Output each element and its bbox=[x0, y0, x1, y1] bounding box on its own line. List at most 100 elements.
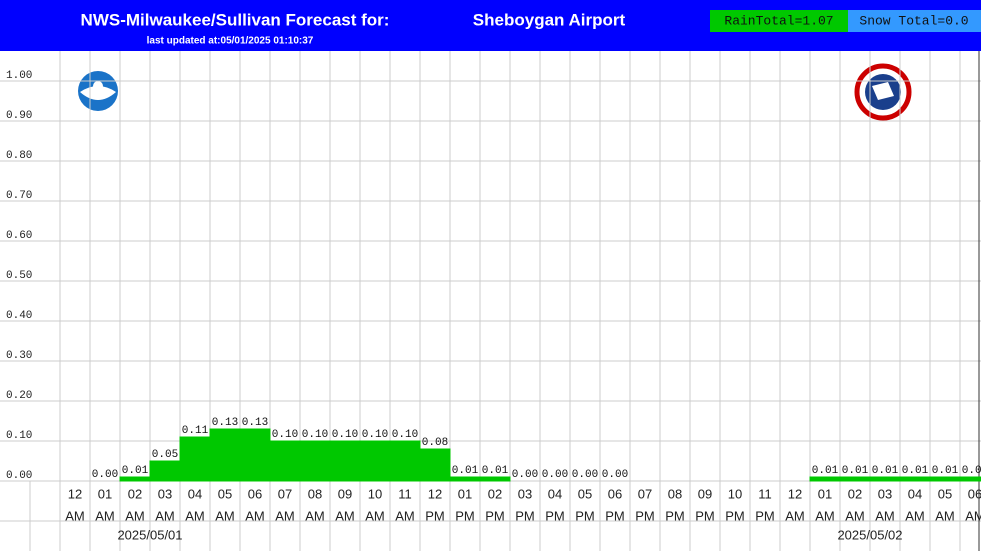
rain-box bbox=[710, 10, 848, 32]
x-tick-label: 04 bbox=[908, 486, 922, 501]
x-period-label: PM bbox=[515, 508, 535, 523]
x-period-label: PM bbox=[605, 508, 625, 523]
value-label: 0.13 bbox=[212, 417, 238, 429]
x-period-label: AM bbox=[905, 508, 925, 523]
x-tick-label: 02 bbox=[488, 486, 502, 501]
value-label: 0.01 bbox=[482, 465, 509, 477]
bar bbox=[299, 440, 331, 482]
x-tick-label: 08 bbox=[308, 486, 322, 501]
value-label: 0.05 bbox=[152, 449, 178, 461]
y-tick-label: 0.50 bbox=[6, 270, 32, 282]
value-label: 0.01 bbox=[842, 465, 869, 477]
bar bbox=[149, 460, 181, 482]
x-tick-label: 12 bbox=[788, 486, 802, 501]
value-label: 0.11 bbox=[182, 425, 209, 437]
x-period-label: AM bbox=[875, 508, 895, 523]
x-tick-label: 05 bbox=[578, 486, 592, 501]
x-tick-label: 09 bbox=[338, 486, 352, 501]
bar bbox=[869, 476, 901, 482]
x-period-label: AM bbox=[785, 508, 805, 523]
x-period-label: AM bbox=[95, 508, 115, 523]
x-period-label: AM bbox=[275, 508, 295, 523]
x-period-label: PM bbox=[485, 508, 505, 523]
bar bbox=[209, 428, 241, 482]
x-period-label: PM bbox=[575, 508, 595, 523]
x-tick-label: 05 bbox=[218, 486, 232, 501]
value-label: 0.10 bbox=[332, 429, 358, 441]
y-tick-label: 0.30 bbox=[6, 350, 32, 362]
y-tick-label: 0.10 bbox=[6, 430, 32, 442]
x-period-label: AM bbox=[935, 508, 955, 523]
bar bbox=[269, 440, 301, 482]
date-label: 2025/05/01 bbox=[117, 527, 182, 542]
x-tick-label: 10 bbox=[368, 486, 382, 501]
bar bbox=[809, 476, 841, 482]
value-label: 0.10 bbox=[392, 429, 418, 441]
snow-box bbox=[848, 10, 981, 32]
x-period-label: AM bbox=[845, 508, 865, 523]
x-tick-label: 08 bbox=[668, 486, 682, 501]
x-tick-label: 03 bbox=[518, 486, 532, 501]
value-label: 0.10 bbox=[272, 429, 298, 441]
value-label: 0.01 bbox=[932, 465, 959, 477]
x-period-label: AM bbox=[155, 508, 175, 523]
x-tick-label: 07 bbox=[638, 486, 652, 501]
x-tick-label: 12 bbox=[68, 486, 82, 501]
bar bbox=[119, 476, 151, 482]
x-period-label: PM bbox=[425, 508, 445, 523]
location: Sheboygan Airport bbox=[473, 10, 626, 29]
x-tick-label: 12 bbox=[428, 486, 442, 501]
x-tick-label: 11 bbox=[398, 486, 412, 501]
x-period-label: AM bbox=[185, 508, 205, 523]
x-period-label: AM bbox=[215, 508, 235, 523]
x-period-label: AM bbox=[965, 508, 981, 523]
y-tick-label: 0.80 bbox=[6, 150, 32, 162]
bar bbox=[389, 440, 421, 482]
x-period-label: AM bbox=[125, 508, 145, 523]
snow-total: Snow Total=0.0 bbox=[859, 13, 968, 28]
x-period-label: AM bbox=[815, 508, 835, 523]
y-tick-label: 0.20 bbox=[6, 390, 32, 402]
chart-title: NWS-Milwaukee/Sullivan Forecast for: bbox=[81, 10, 390, 29]
noaa-logo bbox=[78, 71, 118, 111]
x-tick-label: 10 bbox=[728, 486, 742, 501]
y-tick-label: 0.00 bbox=[6, 470, 32, 482]
value-label: 0.13 bbox=[242, 417, 268, 429]
x-tick-label: 11 bbox=[758, 486, 772, 501]
bar bbox=[899, 476, 931, 482]
x-period-label: PM bbox=[725, 508, 745, 523]
x-tick-label: 03 bbox=[158, 486, 172, 501]
x-period-label: AM bbox=[335, 508, 355, 523]
x-tick-label: 01 bbox=[458, 486, 472, 501]
value-label: 0.00 bbox=[542, 469, 568, 481]
value-label: 0.10 bbox=[302, 429, 328, 441]
x-period-label: AM bbox=[395, 508, 415, 523]
bar bbox=[839, 476, 871, 482]
x-tick-label: 06 bbox=[608, 486, 622, 501]
value-label: 0.00 bbox=[602, 469, 628, 481]
y-tick-label: 0.70 bbox=[6, 190, 32, 202]
y-tick-label: 0.40 bbox=[6, 310, 32, 322]
x-period-label: PM bbox=[755, 508, 775, 523]
x-tick-label: 04 bbox=[548, 486, 562, 501]
y-tick-label: 0.60 bbox=[6, 230, 32, 242]
value-label: 0.00 bbox=[512, 469, 538, 481]
y-tick-label: 1.00 bbox=[6, 70, 32, 82]
x-tick-label: 04 bbox=[188, 486, 202, 501]
x-tick-label: 09 bbox=[698, 486, 712, 501]
x-tick-label: 03 bbox=[878, 486, 892, 501]
value-label: 0.01 bbox=[812, 465, 839, 477]
x-tick-label: 02 bbox=[848, 486, 862, 501]
subtitle: last updated at:05/01/2025 01:10:37 bbox=[147, 36, 314, 47]
value-label: 0.01 bbox=[902, 465, 929, 477]
x-tick-label: 06 bbox=[968, 486, 981, 501]
x-period-label: PM bbox=[635, 508, 655, 523]
x-period-label: PM bbox=[455, 508, 475, 523]
x-period-label: PM bbox=[665, 508, 685, 523]
rain-total: RainTotal=1.07 bbox=[724, 13, 833, 28]
nws-logo bbox=[854, 63, 912, 121]
bar bbox=[179, 436, 211, 482]
value-label: 0.00 bbox=[92, 469, 118, 481]
x-period-label: AM bbox=[245, 508, 265, 523]
